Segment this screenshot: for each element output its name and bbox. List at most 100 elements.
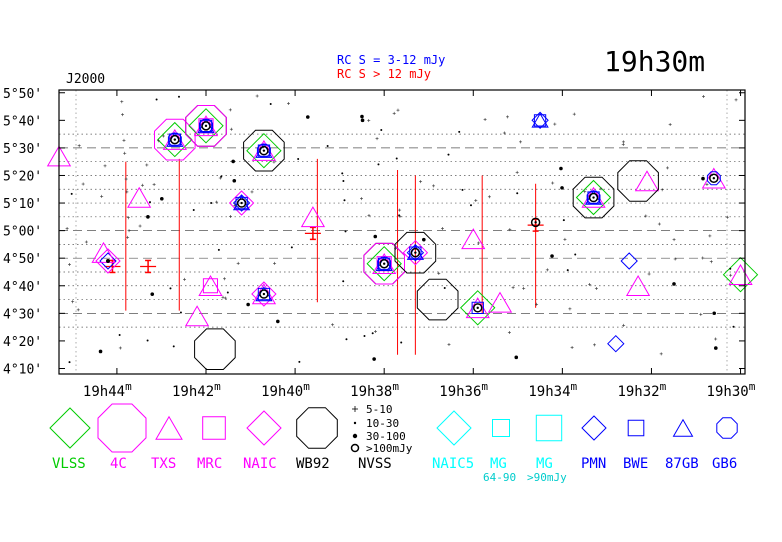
legend-wb92-symbol — [296, 407, 338, 449]
nvss-ring — [259, 289, 269, 299]
nvss-ring — [530, 217, 541, 228]
nvss-small-source — [344, 230, 347, 233]
legend-87gb-symbol — [672, 418, 694, 437]
nvss-small-source — [380, 129, 383, 132]
wb92-marker — [394, 231, 437, 274]
nvss-medium-source — [712, 311, 717, 316]
txs-marker — [461, 228, 486, 250]
bwe-marker — [587, 191, 600, 204]
txs-marker — [634, 170, 660, 192]
legend-mg-small-symbol — [492, 419, 510, 437]
nvss-small-source — [732, 325, 735, 328]
nvss-small-source — [342, 179, 345, 182]
legend-sublabel: 64-90 — [483, 471, 516, 484]
nvss-small-source — [217, 248, 220, 251]
legend-label: TXS — [151, 456, 176, 472]
nvss-small-source — [345, 338, 348, 341]
txs-marker — [127, 186, 152, 208]
legend-label: NVSS — [358, 456, 392, 472]
y-tick-label: 5°30' — [3, 142, 42, 157]
nvss-small-source — [377, 163, 380, 166]
survey-legend: VLSS 4C TXS MRC NAIC WB92 NVSS NAIC5 MG64-90MG>9… — [49, 403, 738, 484]
nvss-small-source — [469, 204, 472, 207]
mrc-marker — [202, 278, 218, 294]
nvss-small-source — [371, 332, 374, 335]
wb92-marker — [617, 160, 659, 202]
nvss-dot — [712, 177, 716, 180]
legend-naic-symbol — [246, 410, 282, 446]
txs-marker — [487, 291, 513, 313]
pmn-marker — [99, 252, 117, 270]
nvss-small-source — [443, 287, 446, 290]
nvss-medium-source — [560, 186, 564, 190]
bwe-marker — [471, 301, 484, 314]
nvss-ring — [170, 134, 180, 145]
nvss-medium-source — [550, 254, 554, 258]
legend-txs-symbol — [155, 415, 183, 440]
nvss-small-source — [298, 360, 301, 363]
y-tick-label: 5°00' — [3, 225, 42, 240]
nvss-medium-source — [422, 237, 426, 242]
nvss-small-source — [447, 153, 450, 156]
gb6-marker — [706, 171, 721, 186]
bwe-marker — [409, 246, 422, 259]
y-tick-label: 4°40' — [3, 280, 42, 295]
txs-marker — [198, 274, 223, 296]
bwe-marker — [257, 144, 271, 157]
nvss-key-label: >100mJy — [366, 442, 413, 455]
chart-grid — [59, 90, 745, 374]
nvss-ring — [379, 258, 389, 269]
nvss-small-source — [516, 192, 519, 195]
legend-label: NAIC — [243, 456, 277, 472]
nvss-medium-source — [146, 215, 150, 219]
naic-marker — [95, 248, 121, 274]
legend-sublabel: >90mJy — [527, 471, 567, 484]
naic-marker — [251, 281, 277, 307]
x-tick-label: 19h38m — [350, 380, 399, 400]
nvss-small-source — [461, 188, 464, 191]
nvss-dot — [534, 221, 537, 224]
nvss-medium-source — [514, 355, 519, 360]
nvss-medium-source — [559, 166, 563, 171]
nvss-ring — [259, 145, 269, 156]
nvss-small-source — [148, 201, 151, 204]
nvss-small-source — [343, 199, 346, 202]
wb92-marker — [572, 176, 615, 219]
nvss-small-source — [177, 95, 180, 98]
bwe-marker — [378, 257, 391, 270]
nvss-small-source — [342, 280, 345, 283]
nvss-dot — [106, 258, 110, 263]
nvss-small-source — [68, 361, 71, 364]
legend-4c-symbol — [97, 403, 147, 453]
legend-label: 87GB — [665, 456, 699, 472]
legend-label: NAIC5 — [432, 456, 474, 472]
nvss-small-source — [562, 219, 565, 222]
nvss-small-source — [118, 334, 121, 337]
nvss-dot — [414, 251, 417, 254]
nvss-small-source — [172, 345, 175, 348]
nvss-medium-source — [150, 292, 155, 296]
legend-label: MG — [536, 456, 553, 472]
87gb-marker — [531, 112, 549, 128]
nvss-ring — [588, 192, 599, 203]
nvss-dot — [204, 124, 208, 128]
nvss-ring — [410, 247, 421, 258]
4c-marker — [185, 105, 227, 147]
x-tick-label: 19h42m — [172, 380, 221, 400]
chart-axes: 5°50' 5°40' 5°30' 5°20' 5°10' 5°00' 4°50' 4°40'… — [3, 87, 756, 400]
nvss-key-label: 30-100 — [366, 430, 406, 443]
nvss-dot — [476, 306, 479, 310]
nvss-ring — [472, 303, 483, 313]
legend-bwe-symbol — [627, 419, 645, 437]
nvss-small-source — [146, 339, 149, 342]
txs-marker — [184, 305, 210, 327]
pmn-marker — [531, 111, 549, 130]
nvss-dot — [382, 262, 386, 265]
legend-label: WB92 — [296, 456, 330, 472]
nvss-dot — [592, 196, 595, 199]
wb92-marker — [194, 328, 236, 370]
nvss-medium-source — [232, 178, 237, 183]
legend-label: GB6 — [712, 456, 737, 472]
legend-label: VLSS — [52, 456, 86, 472]
